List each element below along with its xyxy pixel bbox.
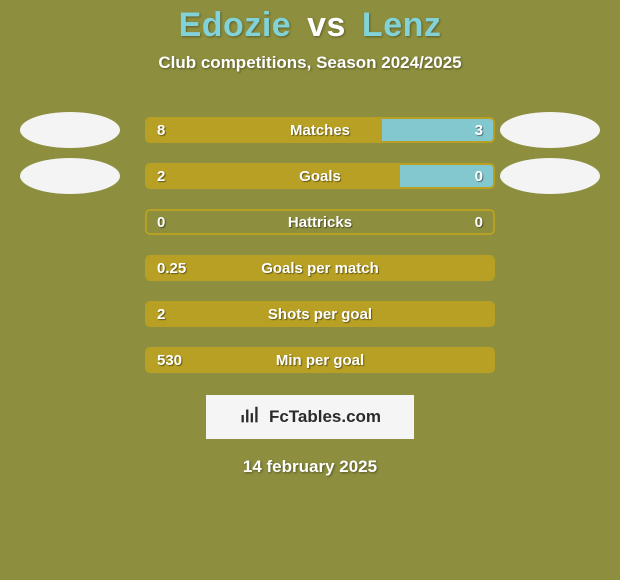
stat-row: 0 0Hattricks <box>10 209 610 235</box>
stat-row: 530Min per goal <box>10 347 610 373</box>
subtitle: Club competitions, Season 2024/2025 <box>0 53 620 73</box>
date-label: 14 february 2025 <box>0 457 620 477</box>
stat-value-left: 2 <box>147 165 175 187</box>
stat-value-right: 3 <box>465 119 493 141</box>
stat-row: 20Goals <box>10 163 610 189</box>
stat-fill-left <box>147 303 493 325</box>
stat-row: 2Shots per goal <box>10 301 610 327</box>
stat-fill-left <box>147 349 493 371</box>
stat-bar: 83Matches <box>145 117 495 143</box>
stat-bar: 20Goals <box>145 163 495 189</box>
stat-fill-left <box>147 165 400 187</box>
player1-avatar <box>20 112 120 148</box>
stat-row: 0.25Goals per match <box>10 255 610 281</box>
stat-value-left: 0 <box>147 211 175 233</box>
stat-fill-left <box>147 119 382 141</box>
title-player2: Lenz <box>362 6 441 44</box>
page-title: Edozie vs Lenz <box>0 6 620 45</box>
stat-bar: 0 0Hattricks <box>145 209 495 235</box>
stat-value-left: 0.25 <box>147 257 196 279</box>
player1-avatar <box>20 158 120 194</box>
brand-text: FcTables.com <box>269 407 381 427</box>
stat-value-right: 0 <box>465 165 493 187</box>
brand-badge: FcTables.com <box>206 395 414 439</box>
title-vs: vs <box>307 6 346 44</box>
stats-list: 83Matches20Goals00Hattricks0.25Goals per… <box>10 117 610 373</box>
stat-row: 83Matches <box>10 117 610 143</box>
stat-bar: 0.25Goals per match <box>145 255 495 281</box>
comparison-card: Edozie vs Lenz Club competitions, Season… <box>0 0 620 580</box>
player2-avatar <box>500 112 600 148</box>
player2-avatar <box>500 158 600 194</box>
stat-value-left: 530 <box>147 349 192 371</box>
stat-value-right: 0 <box>465 211 493 233</box>
title-player1: Edozie <box>179 6 292 44</box>
stat-metric-label: Hattricks <box>147 211 493 233</box>
stat-value-left: 8 <box>147 119 175 141</box>
stat-bar: 2Shots per goal <box>145 301 495 327</box>
bar-chart-icon <box>239 404 261 431</box>
stat-bar: 530Min per goal <box>145 347 495 373</box>
stat-value-left: 2 <box>147 303 175 325</box>
stat-fill-left <box>147 257 493 279</box>
